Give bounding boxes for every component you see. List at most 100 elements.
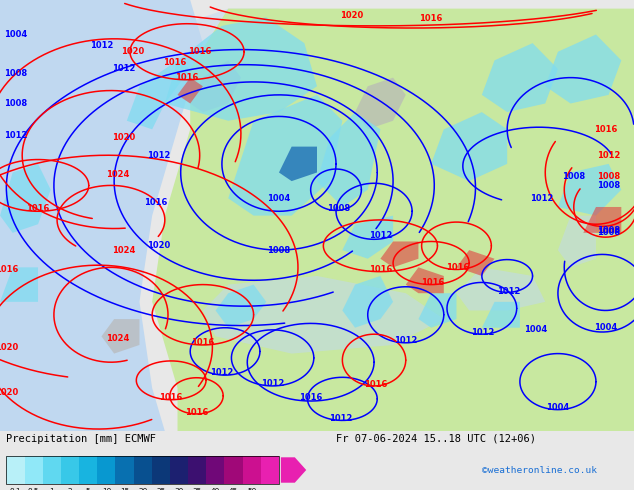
Text: 1024: 1024 xyxy=(112,246,135,255)
Text: Fr 07-06-2024 15..18 UTC (12+06): Fr 07-06-2024 15..18 UTC (12+06) xyxy=(336,434,536,443)
Text: 1004: 1004 xyxy=(524,325,547,334)
Polygon shape xyxy=(101,319,139,354)
Polygon shape xyxy=(418,293,456,328)
Text: 15: 15 xyxy=(120,488,129,490)
Polygon shape xyxy=(127,60,190,129)
Polygon shape xyxy=(431,112,507,181)
Text: 1012: 1012 xyxy=(394,336,417,345)
Text: 1016: 1016 xyxy=(446,263,469,272)
Polygon shape xyxy=(342,216,393,259)
Bar xyxy=(170,456,188,484)
Text: 1020: 1020 xyxy=(112,133,135,143)
Polygon shape xyxy=(152,9,634,431)
Text: 1016: 1016 xyxy=(185,408,208,416)
Text: 1016: 1016 xyxy=(160,393,183,402)
Polygon shape xyxy=(545,34,621,103)
Text: 1016: 1016 xyxy=(369,265,392,274)
Polygon shape xyxy=(178,77,203,103)
Bar xyxy=(243,456,261,484)
Text: 20: 20 xyxy=(138,488,147,490)
Text: 1024: 1024 xyxy=(106,170,129,179)
Text: 1020: 1020 xyxy=(122,47,145,56)
Text: 1004: 1004 xyxy=(4,30,27,39)
Text: 2: 2 xyxy=(68,488,72,490)
Bar xyxy=(115,456,134,484)
Text: 1016: 1016 xyxy=(364,380,387,389)
Polygon shape xyxy=(558,216,596,268)
Text: 1016: 1016 xyxy=(188,47,211,56)
Text: 50: 50 xyxy=(247,488,256,490)
Text: 5: 5 xyxy=(86,488,91,490)
Text: 1008: 1008 xyxy=(4,99,27,108)
Text: 1012: 1012 xyxy=(369,230,392,240)
Text: 1016: 1016 xyxy=(163,58,186,67)
Polygon shape xyxy=(342,276,393,328)
Polygon shape xyxy=(304,60,393,138)
Polygon shape xyxy=(380,242,418,268)
Text: 1008: 1008 xyxy=(268,245,290,255)
Polygon shape xyxy=(317,112,380,207)
Text: 1008: 1008 xyxy=(4,69,27,78)
Text: 1004: 1004 xyxy=(547,403,569,412)
Text: 1012: 1012 xyxy=(210,368,233,377)
Bar xyxy=(188,456,206,484)
Text: 1008: 1008 xyxy=(597,228,620,237)
Bar xyxy=(97,456,115,484)
Text: 1012: 1012 xyxy=(472,327,495,337)
Text: 1012: 1012 xyxy=(90,41,113,50)
Text: 1020: 1020 xyxy=(0,388,18,397)
Text: 45: 45 xyxy=(229,488,238,490)
Bar xyxy=(261,456,279,484)
Bar xyxy=(79,456,97,484)
Text: 25: 25 xyxy=(156,488,165,490)
Text: 1016: 1016 xyxy=(420,14,443,23)
Polygon shape xyxy=(165,17,317,121)
Text: 10: 10 xyxy=(101,488,111,490)
Polygon shape xyxy=(279,147,317,181)
Polygon shape xyxy=(165,9,304,86)
Text: 1012: 1012 xyxy=(497,287,520,295)
Text: 1020: 1020 xyxy=(340,11,363,20)
Text: 1012: 1012 xyxy=(261,379,284,388)
Polygon shape xyxy=(216,285,266,328)
FancyArrow shape xyxy=(281,457,306,483)
Text: 1016: 1016 xyxy=(191,338,214,347)
Text: 1012: 1012 xyxy=(112,65,135,74)
Text: 1024: 1024 xyxy=(106,334,129,343)
Text: 40: 40 xyxy=(210,488,220,490)
Text: 1016: 1016 xyxy=(594,125,617,134)
Polygon shape xyxy=(406,268,444,293)
Text: 1012: 1012 xyxy=(531,194,553,203)
Text: 1016: 1016 xyxy=(0,265,18,274)
Text: 0.1: 0.1 xyxy=(10,488,21,490)
Text: 1008: 1008 xyxy=(597,172,620,181)
Text: Precipitation [mm] ECMWF: Precipitation [mm] ECMWF xyxy=(6,434,157,443)
Text: 1012: 1012 xyxy=(147,151,170,160)
Text: 1012: 1012 xyxy=(597,151,620,160)
Text: 1008: 1008 xyxy=(327,204,350,213)
Text: 1008: 1008 xyxy=(597,226,620,235)
Text: 1012: 1012 xyxy=(330,414,353,423)
Polygon shape xyxy=(558,164,621,216)
Bar xyxy=(224,456,243,484)
Text: 1008: 1008 xyxy=(562,172,585,181)
Text: 1012: 1012 xyxy=(4,131,27,140)
Polygon shape xyxy=(456,250,495,276)
Text: ©weatheronline.co.uk: ©weatheronline.co.uk xyxy=(482,466,597,475)
Bar xyxy=(152,456,170,484)
Polygon shape xyxy=(0,164,51,233)
Text: 1004: 1004 xyxy=(594,323,617,332)
Polygon shape xyxy=(0,0,203,431)
Polygon shape xyxy=(203,276,444,354)
Bar xyxy=(134,456,152,484)
Text: 1016: 1016 xyxy=(299,393,322,402)
Bar xyxy=(42,456,61,484)
Text: 1004: 1004 xyxy=(268,194,290,203)
Polygon shape xyxy=(228,95,342,216)
Text: 30: 30 xyxy=(174,488,184,490)
Polygon shape xyxy=(190,60,241,112)
Polygon shape xyxy=(355,77,406,129)
Polygon shape xyxy=(456,268,545,311)
Bar xyxy=(6,456,279,484)
Text: 1020: 1020 xyxy=(0,343,18,352)
